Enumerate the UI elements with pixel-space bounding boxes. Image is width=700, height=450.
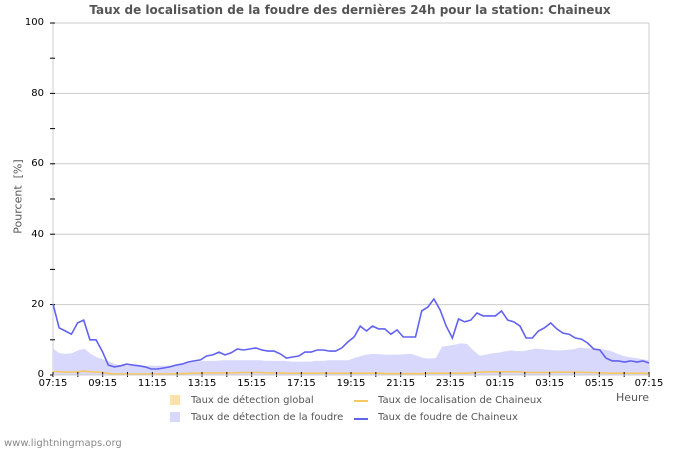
x-tick-label: 13:15 <box>187 378 217 389</box>
legend-swatch-lightning-detection <box>170 412 180 422</box>
y-tick-40: 40 <box>31 229 44 240</box>
legend-swatch-global-detection <box>170 395 180 405</box>
x-tick-label: 17:15 <box>286 378 316 389</box>
y-tick-0: 0 <box>37 369 44 380</box>
legend-swatch-chaineux-lightning <box>354 418 368 420</box>
x-tick-label: 19:15 <box>336 378 366 389</box>
x-tick-label: 11:15 <box>137 378 167 389</box>
x-tick-label: 01:15 <box>485 378 515 389</box>
x-tick-label: 15:15 <box>237 378 267 389</box>
area-series <box>53 343 649 375</box>
legend-label-chaineux-lightning: Taux de foudre de Chaineux <box>378 412 518 423</box>
chart-title: Taux de localisation de la foudre des de… <box>89 3 611 17</box>
x-tick-label: 07:15 <box>38 378 68 389</box>
x-tick-label: 21:15 <box>386 378 416 389</box>
legend-label-chaineux-localisation: Taux de localisation de Chaineux <box>378 395 543 406</box>
x-tick-label: 23:15 <box>435 378 465 389</box>
legend-swatch-chaineux-localisation <box>354 400 368 402</box>
footer-credit: www.lightningmaps.org <box>4 438 122 449</box>
x-tick-label: 09:15 <box>88 378 118 389</box>
legend-label-lightning-detection: Taux de détection de la foudre <box>191 412 344 423</box>
legend-label-global-detection: Taux de détection global <box>191 395 314 406</box>
y-tick-80: 80 <box>31 88 44 99</box>
y-tick-20: 20 <box>31 299 44 310</box>
y-tick-60: 60 <box>31 158 44 169</box>
x-tick-label: 03:15 <box>535 378 565 389</box>
x-axis-label: Heure <box>616 391 650 404</box>
x-tick-label: 07:15 <box>634 378 664 389</box>
line-series <box>52 297 650 370</box>
x-tick-label: 05:15 <box>584 378 614 389</box>
y-tick-100: 100 <box>24 17 44 28</box>
